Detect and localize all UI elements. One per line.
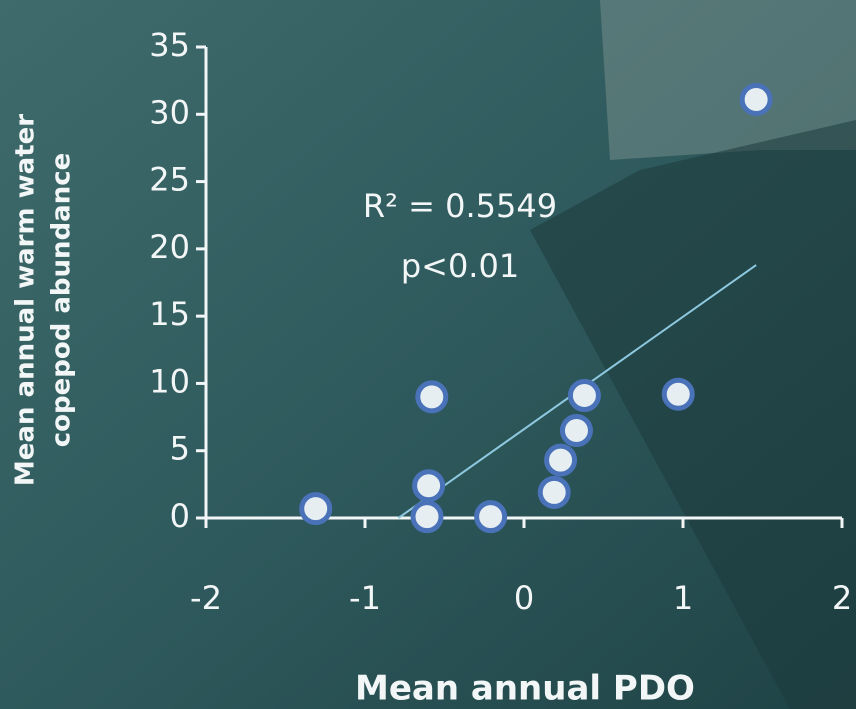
x-axis-title: Mean annual PDO xyxy=(355,669,695,709)
y-tick-label: 15 xyxy=(149,295,190,333)
y-tick-label: 0 xyxy=(170,497,190,535)
point xyxy=(547,446,575,474)
page: Mean annual PDO Mean annual warm water c… xyxy=(0,0,856,709)
point xyxy=(413,503,441,531)
y-axis-title-line: copepod abundance xyxy=(47,153,77,448)
chart: Mean annual PDO Mean annual warm water c… xyxy=(0,0,856,709)
y-tick-label: 35 xyxy=(149,26,190,64)
point xyxy=(415,472,443,500)
point xyxy=(540,478,568,506)
annotation: R² = 0.5549 xyxy=(363,187,557,225)
x-tick-label: -2 xyxy=(190,579,222,617)
point xyxy=(302,495,330,523)
point xyxy=(562,417,590,445)
x-tick-label: 1 xyxy=(673,579,693,617)
y-tick-label: 10 xyxy=(149,362,190,400)
y-tick-label: 5 xyxy=(170,430,190,468)
y-tick-label: 25 xyxy=(149,161,190,199)
annotation: p<0.01 xyxy=(401,247,519,285)
x-tick-label: 0 xyxy=(514,579,534,617)
y-tick-label: 30 xyxy=(149,93,190,131)
y-tick-label: 20 xyxy=(149,228,190,266)
point xyxy=(664,380,692,408)
point xyxy=(742,85,770,113)
point xyxy=(418,383,446,411)
x-tick-label: 2 xyxy=(832,579,852,617)
y-axis-title-line: Mean annual warm water xyxy=(11,114,41,486)
point xyxy=(570,382,598,410)
x-tick-label: -1 xyxy=(349,579,381,617)
point xyxy=(477,503,505,531)
